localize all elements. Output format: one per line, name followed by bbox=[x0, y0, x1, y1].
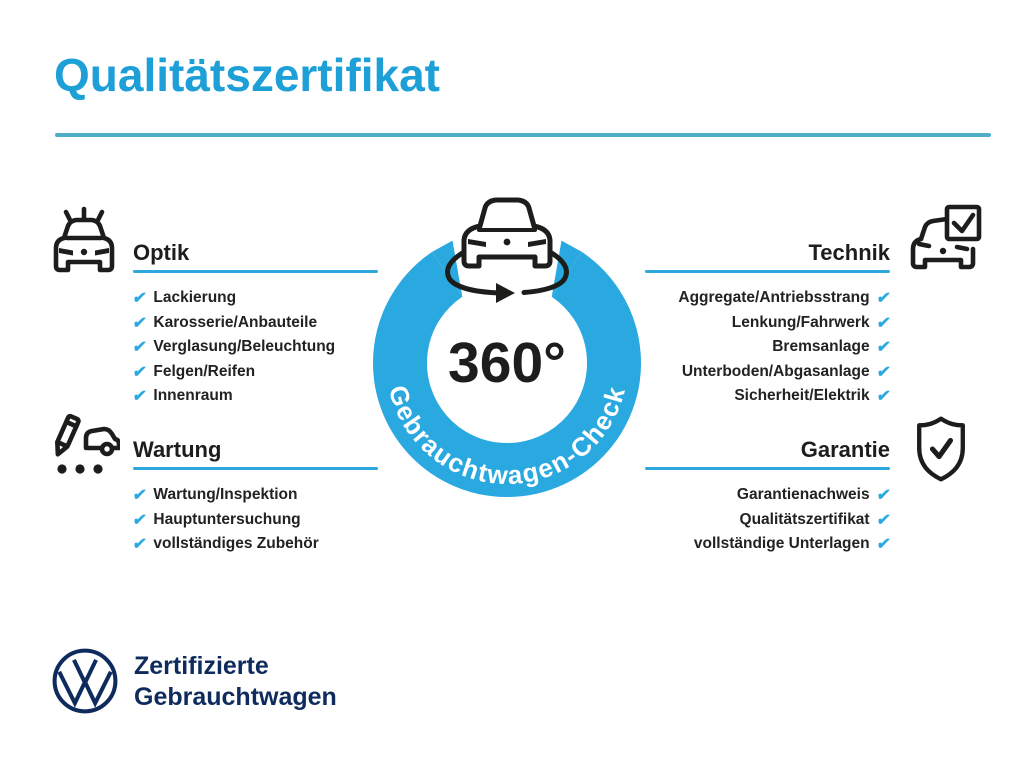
section-wartung-underline bbox=[133, 467, 378, 470]
check-icon: ✔ bbox=[131, 314, 148, 332]
vw-logo bbox=[50, 646, 120, 716]
section-wartung-title: Wartung bbox=[133, 437, 222, 462]
section-garantie: Garantie Garantienachweis ✔ Qualitätszer… bbox=[645, 437, 892, 557]
badge-360-check: 360° Gebrauchtwagen-Check bbox=[357, 190, 657, 520]
checklist-item-label: Wartung/Inspektion bbox=[153, 486, 298, 504]
section-optik: Optik ✔ Lackierung ✔ Karosserie/Anbautei… bbox=[131, 240, 378, 409]
check-icon: ✔ bbox=[875, 339, 892, 357]
section-wartung-items: ✔ Wartung/Inspektion ✔ Hauptuntersuchung… bbox=[131, 483, 378, 557]
rotating-car-icon bbox=[445, 197, 569, 303]
section-optik-title: Optik bbox=[133, 240, 190, 265]
section-technik-items: Aggregate/Antriebsstrang ✔ Lenkung/Fahrw… bbox=[645, 286, 892, 409]
section-technik-title: Technik bbox=[808, 240, 890, 265]
page-title: Qualitätszertifikat bbox=[54, 49, 440, 101]
title-divider bbox=[55, 133, 991, 137]
checklist-item: Lenkung/Fahrwerk ✔ bbox=[645, 311, 892, 336]
checklist-item-label: Hauptuntersuchung bbox=[153, 510, 301, 528]
checklist-item-label: Lackierung bbox=[153, 289, 237, 307]
checklist-item-label: Bremsanlage bbox=[772, 338, 870, 356]
checklist-item-label: Garantienachweis bbox=[736, 486, 870, 504]
checklist-item-label: Lenkung/Fahrwerk bbox=[731, 313, 870, 331]
check-icon: ✔ bbox=[875, 363, 892, 381]
service-checklist-icon bbox=[44, 410, 120, 486]
check-icon: ✔ bbox=[131, 339, 148, 357]
check-icon: ✔ bbox=[875, 388, 892, 406]
ring-arc bbox=[373, 251, 641, 498]
check-icon: ✔ bbox=[875, 511, 892, 529]
check-icon: ✔ bbox=[131, 536, 148, 554]
checklist-item: Bremsanlage ✔ bbox=[645, 335, 892, 360]
section-optik-underline bbox=[133, 270, 378, 273]
check-icon: ✔ bbox=[131, 388, 148, 406]
checklist-item: ✔ Innenraum bbox=[131, 384, 378, 409]
checklist-item-label: Verglasung/Beleuchtung bbox=[153, 338, 336, 356]
section-garantie-title: Garantie bbox=[800, 437, 890, 462]
checklist-item-label: Felgen/Reifen bbox=[153, 362, 256, 380]
checklist-item-label: vollständiges Zubehör bbox=[153, 535, 319, 553]
section-technik: Technik Aggregate/Antriebsstrang ✔ Lenku… bbox=[645, 240, 892, 409]
checklist-item-label: vollständige Unterlagen bbox=[693, 535, 870, 553]
check-icon: ✔ bbox=[875, 536, 892, 554]
car-shine-icon bbox=[46, 204, 122, 280]
brand-line-1: Zertifizierte bbox=[134, 652, 269, 680]
check-icon: ✔ bbox=[131, 511, 148, 529]
check-icon: ✔ bbox=[131, 290, 148, 308]
section-technik-underline bbox=[645, 270, 890, 273]
checklist-item-label: Aggregate/Antriebsstrang bbox=[678, 289, 870, 307]
check-icon: ✔ bbox=[131, 363, 148, 381]
section-wartung: Wartung ✔ Wartung/Inspektion ✔ Hauptunte… bbox=[131, 437, 378, 557]
car-checkbox-icon bbox=[905, 203, 985, 283]
check-icon: ✔ bbox=[875, 314, 892, 332]
section-garantie-underline bbox=[645, 467, 890, 470]
checklist-item: ✔ Lackierung bbox=[131, 286, 378, 311]
checklist-item: ✔ vollständiges Zubehör bbox=[131, 532, 378, 557]
checklist-item: Aggregate/Antriebsstrang ✔ bbox=[645, 286, 892, 311]
brand-text: Zertifizierte Gebrauchtwagen bbox=[134, 651, 337, 713]
section-optik-items: ✔ Lackierung ✔ Karosserie/Anbauteile ✔ V… bbox=[131, 286, 378, 409]
check-icon: ✔ bbox=[875, 290, 892, 308]
badge-center-text: 360° bbox=[448, 331, 566, 395]
checklist-item: ✔ Felgen/Reifen bbox=[131, 360, 378, 385]
checklist-item-label: Sicherheit/Elektrik bbox=[734, 387, 870, 405]
checklist-item: Sicherheit/Elektrik ✔ bbox=[645, 384, 892, 409]
checklist-item: ✔ Hauptuntersuchung bbox=[131, 508, 378, 533]
brand-line-2: Gebrauchtwagen bbox=[134, 683, 337, 711]
checklist-item: Unterboden/Abgasanlage ✔ bbox=[645, 360, 892, 385]
checklist-item-label: Innenraum bbox=[153, 387, 233, 405]
checklist-item: Qualitätszertifikat ✔ bbox=[645, 508, 892, 533]
checklist-item-label: Qualitätszertifikat bbox=[739, 510, 870, 528]
section-garantie-items: Garantienachweis ✔ Qualitätszertifikat ✔… bbox=[645, 483, 892, 557]
checklist-item: Garantienachweis ✔ bbox=[645, 483, 892, 508]
checklist-item-label: Unterboden/Abgasanlage bbox=[681, 362, 870, 380]
checklist-item-label: Karosserie/Anbauteile bbox=[153, 313, 318, 331]
check-icon: ✔ bbox=[131, 487, 148, 505]
checklist-item: vollständige Unterlagen ✔ bbox=[645, 532, 892, 557]
checklist-item: ✔ Karosserie/Anbauteile bbox=[131, 311, 378, 336]
checklist-item: ✔ Verglasung/Beleuchtung bbox=[131, 335, 378, 360]
check-icon: ✔ bbox=[875, 487, 892, 505]
checklist-item: ✔ Wartung/Inspektion bbox=[131, 483, 378, 508]
shield-check-icon bbox=[906, 413, 976, 485]
